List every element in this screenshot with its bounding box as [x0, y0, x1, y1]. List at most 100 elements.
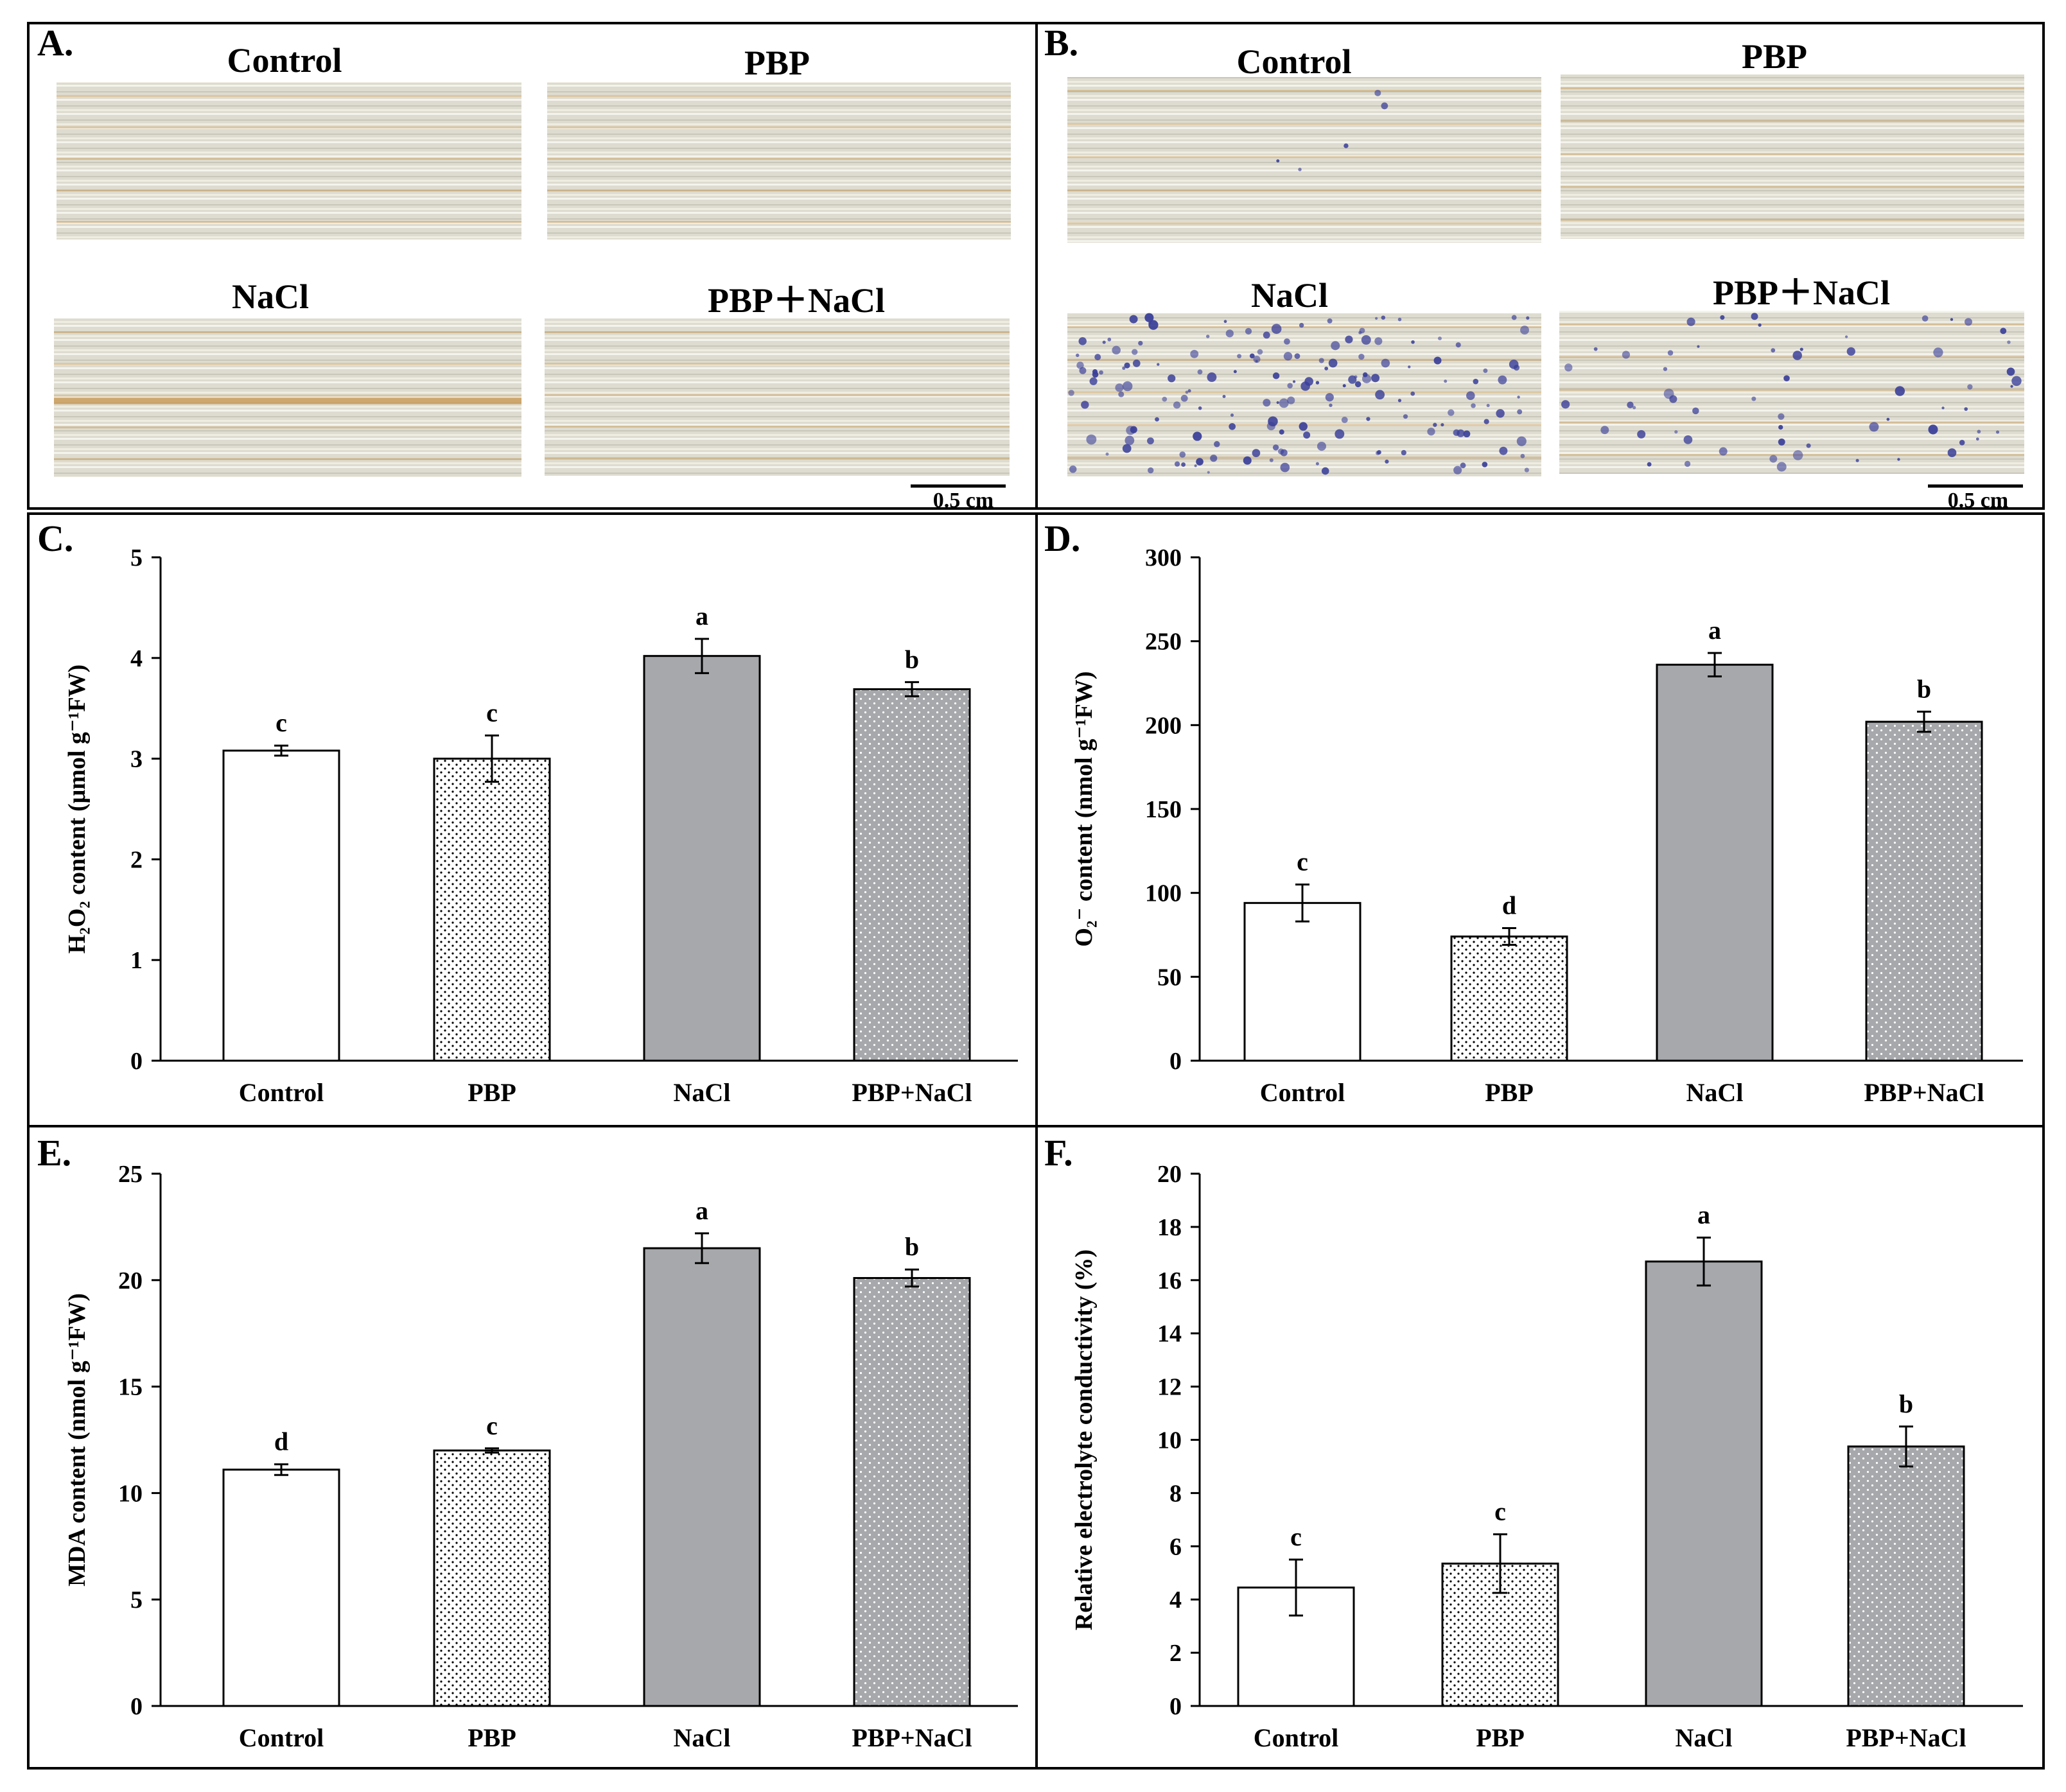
y-tick-label: 12: [1157, 1374, 1182, 1401]
nbt-spot: [1168, 374, 1176, 383]
leaf-vein: [57, 158, 521, 160]
leaf-vein: [1559, 356, 2024, 358]
leaf-vein: [1559, 454, 2024, 457]
nbt-spot: [1249, 353, 1255, 359]
nbt-spot: [1315, 462, 1319, 465]
y-tick-label: 10: [118, 1480, 143, 1507]
nbt-spot: [1287, 396, 1295, 405]
nbt-spot: [1977, 430, 1981, 434]
nbt-spot: [1509, 360, 1519, 369]
significance-letter: b: [905, 645, 919, 674]
nbt-spot: [1564, 363, 1573, 372]
nbt-spot: [1463, 430, 1471, 438]
nbt-spot: [1122, 444, 1132, 453]
leaf-vein: [545, 457, 1010, 459]
leaf-vein: [1067, 123, 1541, 125]
nbt-spot: [1516, 436, 1527, 446]
x-tick-label: NaCl: [1676, 1723, 1733, 1752]
nbt-spot: [1844, 335, 1848, 338]
y-tick-label: 25: [118, 1161, 143, 1188]
nbt-spot: [1237, 354, 1242, 359]
nbt-spot: [1129, 315, 1138, 324]
y-tick-label: 16: [1157, 1267, 1182, 1294]
chart-letter: D.: [1044, 518, 1080, 559]
nbt-spot: [1381, 102, 1388, 110]
leaf-vein: [54, 363, 521, 365]
significance-letter: c: [1290, 1522, 1302, 1551]
leaf-vein: [54, 331, 521, 333]
y-axis-label: H₂O₂ content (μmol g⁻¹FW): [64, 665, 91, 953]
nbt-spot: [1783, 375, 1790, 382]
nbt-spot: [1374, 337, 1383, 345]
nbt-spot: [1099, 370, 1103, 375]
leaf-vein: [1561, 120, 2024, 123]
nbt-spot: [1460, 462, 1466, 469]
bar-nacl: [1645, 1260, 1763, 1707]
nbt-spot: [1283, 352, 1293, 361]
nbt-spot: [1975, 437, 1979, 441]
x-tick-label: PBP: [468, 1078, 516, 1107]
significance-letter: b: [1899, 1389, 1913, 1418]
nbt-spot: [1622, 351, 1631, 359]
nbt-spot: [1376, 451, 1380, 455]
nbt-spot: [1633, 406, 1636, 410]
leaf-vein: [547, 158, 1011, 160]
leaf-vein: [1561, 153, 2024, 155]
nbt-spot: [1198, 406, 1202, 410]
nbt-spot: [1600, 426, 1609, 435]
x-tick-label: PBP: [1485, 1078, 1534, 1107]
nbt-spot: [1205, 335, 1210, 338]
y-tick-label: 6: [1169, 1533, 1182, 1560]
nbt-spot: [1266, 422, 1275, 431]
nbt-spot: [1233, 370, 1237, 374]
nbt-spot: [1187, 389, 1191, 393]
nbt-spot: [2006, 367, 2015, 376]
nbt-spot: [1331, 341, 1340, 351]
nbt-spot: [1344, 143, 1349, 148]
nbt-spot: [1112, 345, 1121, 355]
nbt-spot: [1280, 462, 1290, 473]
panel_b-letter: B.: [1044, 22, 1078, 64]
dab-stain: [54, 397, 521, 405]
chart-letter: F.: [1044, 1132, 1073, 1174]
nbt-spot: [1318, 358, 1324, 363]
nbt-spot: [1207, 471, 1210, 474]
nbt-spot: [1174, 461, 1180, 467]
y-tick-label: 10: [1157, 1427, 1182, 1454]
leaf-vein: [1067, 156, 1541, 159]
nbt-spot: [1684, 460, 1691, 467]
nbt-spot: [1144, 313, 1154, 322]
leaf-photo: [547, 82, 1011, 239]
nbt-spot: [1361, 335, 1371, 345]
nbt-spot: [1086, 434, 1097, 445]
nbt-spot: [1132, 360, 1141, 367]
y-tick-label: 3: [130, 746, 143, 773]
y-axis-label: Relative electrolyte conductivity (%): [1071, 1249, 1098, 1630]
nbt-spot: [1692, 407, 1699, 415]
nbt-spot: [1778, 424, 1783, 430]
nbt-spot: [1637, 430, 1646, 439]
leaf-photo: [1067, 77, 1541, 243]
leaf-vein: [1067, 222, 1541, 225]
nbt-spot: [1190, 349, 1199, 358]
nbt-spot: [1751, 313, 1758, 320]
significance-letter: a: [1708, 616, 1721, 645]
nbt-spot: [1222, 395, 1226, 398]
nbt-spot: [1157, 363, 1160, 366]
nbt-spot: [1124, 362, 1130, 369]
y-tick-label: 2: [1169, 1640, 1182, 1667]
significance-letter: c: [276, 708, 287, 737]
x-tick-label: NaCl: [674, 1078, 731, 1107]
bar-pbp-nacl: [853, 1276, 971, 1707]
nbt-spot: [1663, 388, 1674, 399]
nbt-spot: [1471, 403, 1476, 408]
chart-F: F. 0 2 4 6 8 10 12 14 16 18 20 Relative electrolyte …: [1044, 1132, 2023, 1752]
nbt-spot: [1799, 347, 1803, 351]
panel-f-frame: [1035, 1125, 2045, 1770]
nbt-spot: [1381, 358, 1390, 368]
y-tick-label: 4: [130, 645, 143, 672]
nbt-spot: [2011, 376, 2022, 387]
nbt-spot: [1663, 367, 1668, 371]
